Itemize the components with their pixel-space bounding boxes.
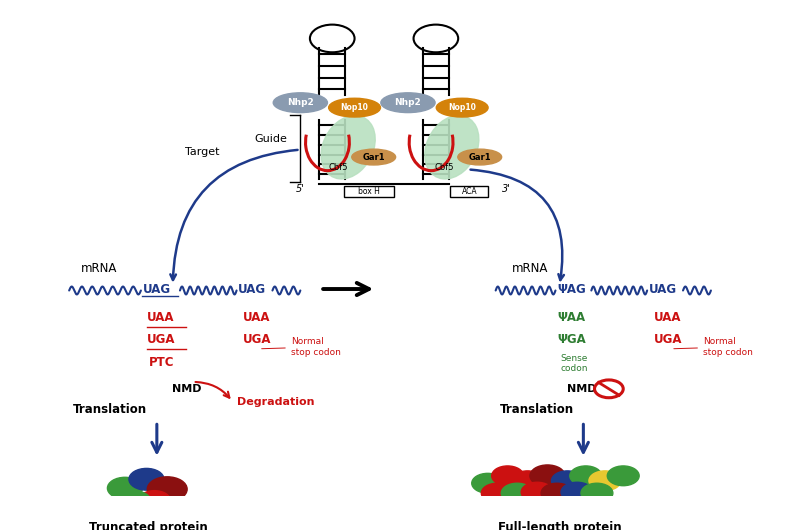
Circle shape — [107, 478, 142, 499]
Circle shape — [129, 469, 164, 490]
Text: Degradation: Degradation — [237, 396, 314, 407]
Text: 5': 5' — [296, 184, 305, 194]
Text: Cbf5: Cbf5 — [329, 163, 348, 172]
Ellipse shape — [321, 116, 375, 179]
Ellipse shape — [436, 98, 488, 117]
Text: Truncated protein: Truncated protein — [90, 521, 208, 530]
Text: mRNA: mRNA — [512, 262, 548, 275]
Circle shape — [551, 471, 583, 491]
Circle shape — [570, 466, 602, 485]
Text: Translation: Translation — [500, 403, 574, 416]
Text: ACA: ACA — [462, 187, 477, 196]
Text: Normal
stop codon: Normal stop codon — [674, 337, 753, 357]
Circle shape — [512, 471, 543, 491]
Circle shape — [472, 473, 504, 493]
Circle shape — [589, 471, 621, 491]
Circle shape — [530, 465, 565, 487]
Circle shape — [607, 466, 639, 485]
Text: ΨAG: ΨAG — [557, 283, 586, 296]
Text: UAA: UAA — [147, 311, 174, 324]
Ellipse shape — [381, 93, 435, 112]
Text: Guide: Guide — [254, 134, 287, 144]
Ellipse shape — [329, 98, 381, 117]
Text: UAA: UAA — [243, 311, 270, 324]
Text: UAG: UAG — [142, 283, 170, 296]
Text: Target: Target — [185, 147, 219, 157]
Text: ΨAA: ΨAA — [558, 311, 586, 324]
Text: Nhp2: Nhp2 — [287, 98, 314, 107]
Text: UGA: UGA — [243, 333, 271, 347]
Text: ΨGA: ΨGA — [558, 333, 586, 347]
Text: mRNA: mRNA — [81, 262, 118, 275]
Text: 3': 3' — [502, 184, 510, 194]
Text: UAA: UAA — [654, 311, 681, 324]
Ellipse shape — [458, 149, 502, 165]
Text: UGA: UGA — [147, 333, 176, 347]
Ellipse shape — [425, 116, 479, 179]
Circle shape — [492, 466, 523, 485]
Text: Translation: Translation — [73, 403, 147, 416]
Text: UGA: UGA — [654, 333, 682, 347]
Circle shape — [482, 483, 514, 503]
Text: Sense
codon: Sense codon — [560, 354, 588, 373]
FancyBboxPatch shape — [450, 186, 489, 197]
Text: NMD: NMD — [567, 384, 597, 394]
Circle shape — [581, 483, 613, 503]
Text: UAG: UAG — [238, 283, 266, 296]
Circle shape — [147, 477, 187, 501]
Circle shape — [521, 482, 553, 502]
Ellipse shape — [352, 149, 396, 165]
Text: Full-length protein: Full-length protein — [498, 521, 622, 530]
Circle shape — [502, 483, 533, 503]
Text: Nop10: Nop10 — [341, 103, 369, 112]
Circle shape — [120, 491, 150, 510]
FancyBboxPatch shape — [344, 186, 394, 197]
Text: NMD: NMD — [172, 384, 202, 394]
Text: UAG: UAG — [649, 283, 677, 296]
Text: Cbf5: Cbf5 — [434, 163, 454, 172]
Text: Nhp2: Nhp2 — [394, 98, 422, 107]
Text: box H: box H — [358, 187, 380, 196]
Circle shape — [138, 491, 170, 510]
Ellipse shape — [274, 93, 327, 112]
Text: Nop10: Nop10 — [448, 103, 476, 112]
Text: PTC: PTC — [149, 356, 174, 369]
Text: Normal
stop codon: Normal stop codon — [262, 337, 341, 357]
Text: Gar1: Gar1 — [469, 153, 491, 162]
Circle shape — [561, 482, 593, 502]
Circle shape — [541, 483, 573, 503]
Text: Gar1: Gar1 — [362, 153, 385, 162]
